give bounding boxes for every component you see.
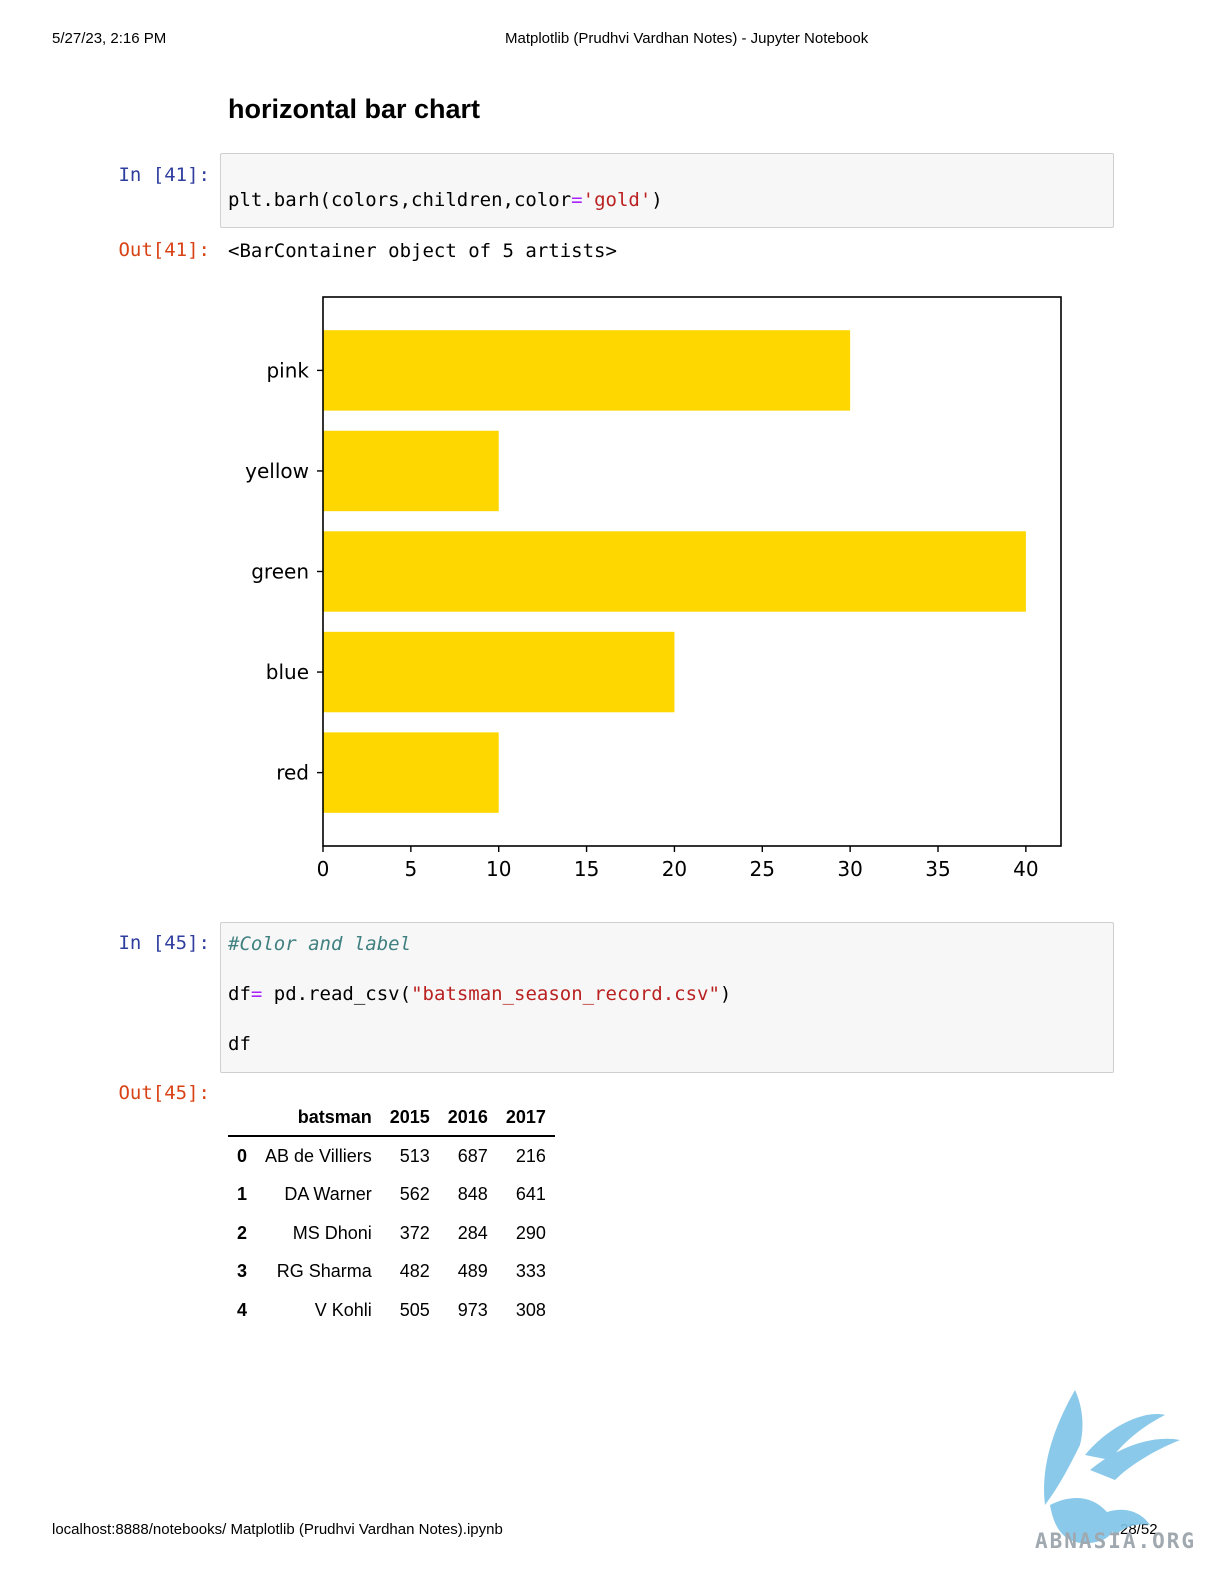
code-line: plt.barh(colors,children,color='gold') — [228, 189, 663, 211]
output-text-41: <BarContainer object of 5 artists> — [228, 240, 617, 262]
x-tick-label: 5 — [404, 857, 417, 881]
table-row: 0 AB de Villiers 513 687 216 — [237, 1145, 546, 1166]
y-tick-label: blue — [266, 660, 309, 684]
x-tick-label: 15 — [574, 857, 599, 881]
print-date: 5/27/23, 2:16 PM — [52, 30, 167, 47]
in-prompt-41: In [41]: — [118, 164, 210, 186]
plot-frame — [322, 296, 1062, 847]
table-row: 1 DA Warner 562 848 641 — [237, 1184, 546, 1205]
x-tick-label: 35 — [925, 857, 950, 881]
section-heading: horizontal bar chart — [228, 94, 481, 124]
y-axis-ticks: red blue green yellow pink — [245, 358, 323, 785]
x-tick-label: 10 — [486, 857, 511, 881]
print-page-title: Matplotlib (Prudhvi Vardhan Notes) - Jup… — [505, 30, 869, 47]
column-header: 2016 — [438, 1100, 497, 1137]
bar-yellow — [323, 430, 499, 512]
column-header: 2015 — [380, 1100, 439, 1137]
x-tick-label: 40 — [1013, 857, 1038, 881]
code-line: df — [228, 1033, 251, 1055]
y-tick-label: green — [251, 560, 309, 584]
column-header: batsman — [256, 1100, 381, 1137]
table-row: 4 V Kohli 505 973 308 — [237, 1299, 546, 1320]
table-row: 3 RG Sharma 482 489 333 — [237, 1261, 546, 1282]
table-row: 2 MS Dhoni 372 284 290 — [237, 1222, 546, 1243]
bar-red — [323, 732, 499, 813]
column-header: 2017 — [496, 1100, 555, 1137]
out-prompt-45: Out[45]: — [118, 1082, 210, 1104]
y-tick-label: pink — [266, 358, 309, 382]
print-url: localhost:8888/notebooks/ Matplotlib (Pr… — [52, 1521, 503, 1538]
code-cell-45[interactable]: #Color and label df= pd.read_csv("batsma… — [220, 922, 1114, 1073]
horizontal-bar-chart: red blue green yellow pink 0 5 10 15 20 25 30 35 40 — [245, 296, 1062, 881]
column-header — [228, 1100, 257, 1137]
code-line: df= pd.read_csv("batsman_season_record.c… — [228, 983, 732, 1005]
dataframe-table: batsman 2015 2016 2017 0 AB de Villiers … — [228, 1100, 555, 1330]
bar-pink — [323, 330, 851, 411]
out-prompt-41: Out[41]: — [118, 239, 210, 261]
x-tick-label: 25 — [750, 857, 775, 881]
bar-green — [323, 531, 1026, 612]
x-tick-label: 30 — [837, 857, 862, 881]
code-cell-41[interactable]: plt.barh(colors,children,color='gold') — [220, 153, 1114, 228]
watermark-logo: ABNASIA.ORG — [1035, 1390, 1196, 1553]
x-axis-ticks: 0 5 10 15 20 25 30 35 40 — [317, 846, 1039, 881]
watermark-text: ABNASIA.ORG — [1035, 1529, 1196, 1553]
in-prompt-45: In [45]: — [118, 932, 210, 954]
chart-bars — [323, 330, 1026, 813]
x-tick-label: 20 — [662, 857, 687, 881]
code-comment: #Color and label — [228, 933, 412, 955]
x-tick-label: 0 — [317, 857, 330, 881]
bar-blue — [323, 631, 675, 713]
y-tick-label: yellow — [245, 459, 309, 483]
y-tick-label: red — [276, 761, 309, 785]
